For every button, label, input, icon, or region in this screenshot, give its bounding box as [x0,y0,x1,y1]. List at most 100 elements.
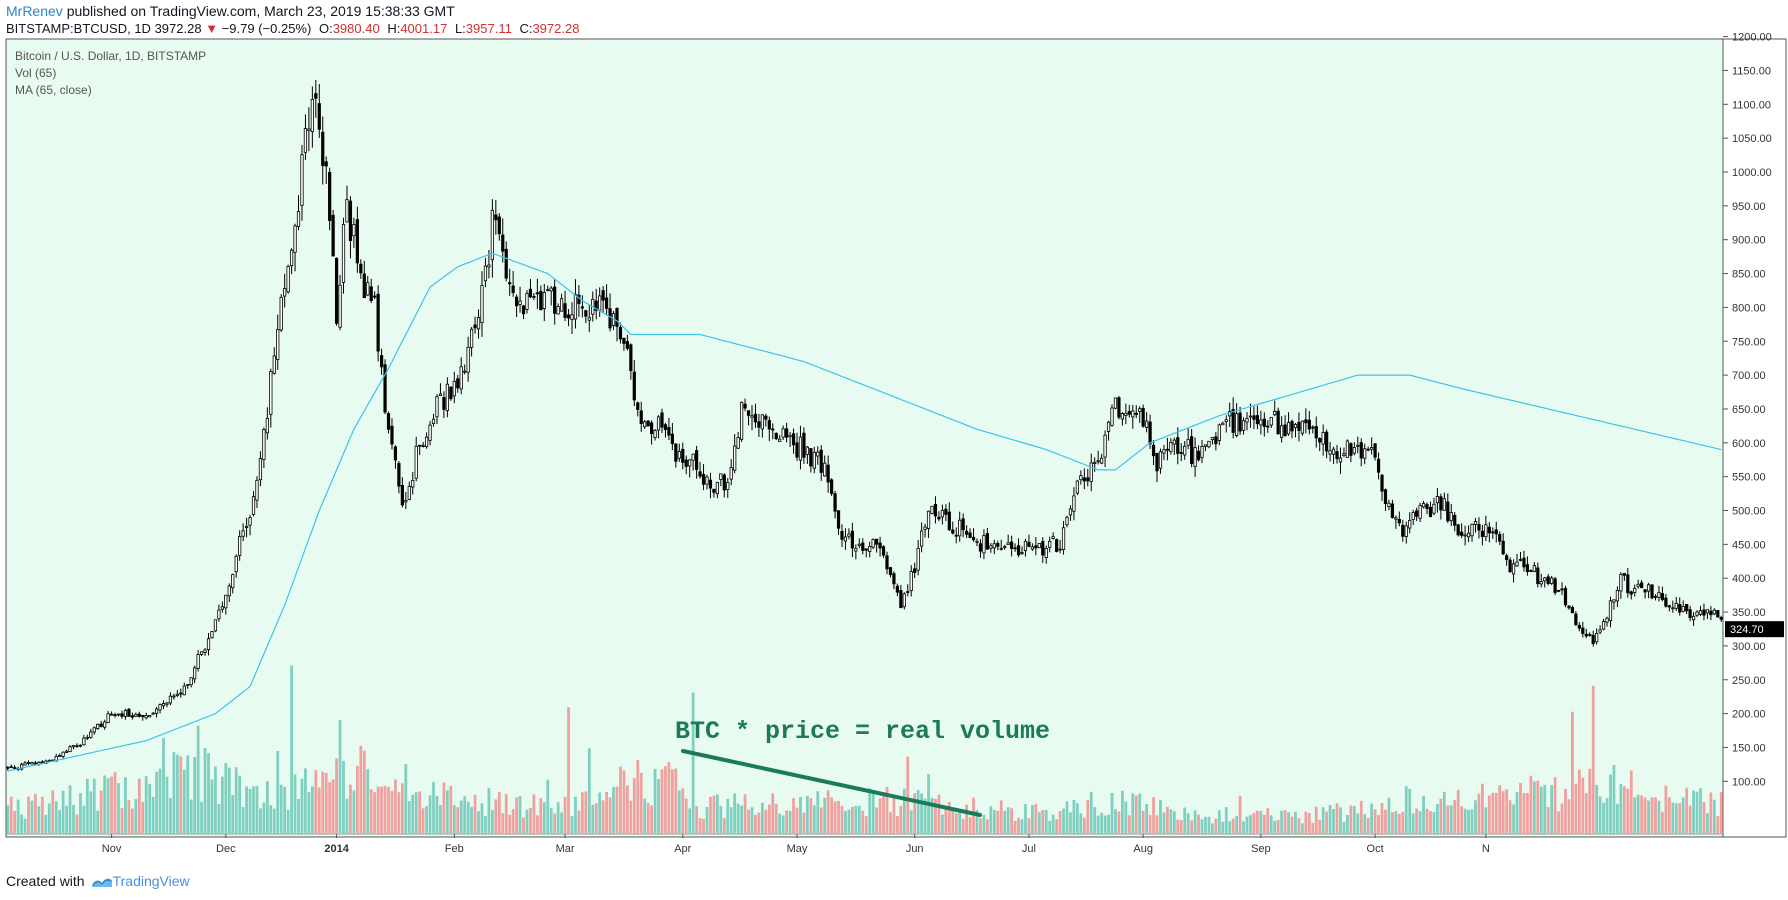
candle-body [1235,413,1239,436]
volume-bar [553,813,557,834]
volume-bar [574,796,577,834]
candle-body [193,667,197,680]
volume-bar [1695,791,1699,834]
candle-body [106,713,110,724]
volume-bar [1010,808,1014,834]
volume-bar [1706,813,1709,834]
candle-body [1671,607,1675,610]
volume-bar [352,790,356,834]
candle-body [438,393,443,397]
volume-bar [771,793,775,834]
volume-bar [387,787,390,834]
volume-bar [75,814,79,834]
candle-body [13,767,17,769]
candle-body [286,266,290,293]
candle-body [186,684,190,686]
volume-bar [65,805,68,834]
volume-bar [1439,798,1443,834]
candle-body [559,298,564,312]
volume-bar [580,792,584,834]
volume-bar [411,794,415,834]
candle-body [847,533,851,537]
volume-bar [1138,793,1142,834]
volume-bar [702,819,705,834]
candle-body [698,471,702,477]
candle-body [511,285,515,294]
y-tick-label: 650.00 [1732,404,1766,416]
volume-bar [799,796,802,834]
volume-bar [144,776,148,834]
volume-bar [117,783,120,834]
candle-body [857,543,861,547]
candle-body [92,727,96,733]
x-tick-label: N [1482,843,1490,855]
volume-bar [612,787,615,834]
open-label: O: [318,21,333,36]
volume-bar [951,810,955,834]
volume-bar [1692,790,1695,834]
y-tick-label: 250.00 [1732,675,1766,687]
candle-body [653,430,657,438]
candle-body [148,715,152,718]
volume-bar [442,782,446,834]
candle-body [1678,604,1682,613]
candle-body [1006,542,1010,546]
candle-body [802,432,806,458]
volume-bar [1678,803,1682,834]
volume-bar [1169,809,1173,834]
volume-bar [272,808,276,834]
volume-bar [619,766,622,834]
volume-bar [1716,816,1720,834]
volume-bar [477,811,480,834]
volume-bar [1595,784,1599,834]
volume-bar [1636,794,1640,834]
volume-bar [359,745,363,834]
volume-bar [598,792,602,834]
candle-body [383,364,387,413]
candle-body [251,496,256,515]
volume-bar [1470,809,1474,834]
candle-body [255,479,259,501]
volume-bar [1484,807,1488,834]
volume-bar [802,812,806,834]
volume-bar [805,795,809,834]
candle-body [1498,534,1502,542]
volume-bar [1100,812,1104,834]
candle-body [604,297,609,309]
candle-body [885,555,889,570]
candle-body [265,417,269,434]
candle-body [61,751,65,757]
volume-bar [923,798,927,834]
volume-bar [781,815,785,834]
y-tick-label: 900.00 [1732,235,1766,247]
candle-body [701,474,706,485]
volume-bar [757,812,761,834]
candle-body [750,415,754,418]
candle-body [778,438,782,443]
volume-bar [643,798,647,834]
candle-body [999,547,1003,550]
candle-body [1494,529,1498,535]
volume-bar [1436,803,1439,834]
volume-bar [975,810,979,834]
volume-bar [1505,789,1509,834]
candle-body [785,428,789,438]
candle-body [1487,526,1491,534]
volume-bar [1214,818,1218,834]
volume-bar [646,803,650,834]
tradingview-link[interactable]: TradingView [88,873,190,889]
candle-body [1511,563,1516,575]
candle-body [992,543,996,549]
candle-body [1522,557,1526,568]
candle-body [1425,504,1429,509]
candle-body [359,263,363,274]
candle-body [1532,565,1536,573]
volume-bar [324,773,328,834]
candle-body [1408,520,1412,529]
candle-body [899,590,903,609]
candle-body [733,445,737,471]
author-link[interactable]: MrRenev [6,3,63,19]
x-tick-label: Mar [556,843,575,855]
volume-bar [148,784,152,834]
